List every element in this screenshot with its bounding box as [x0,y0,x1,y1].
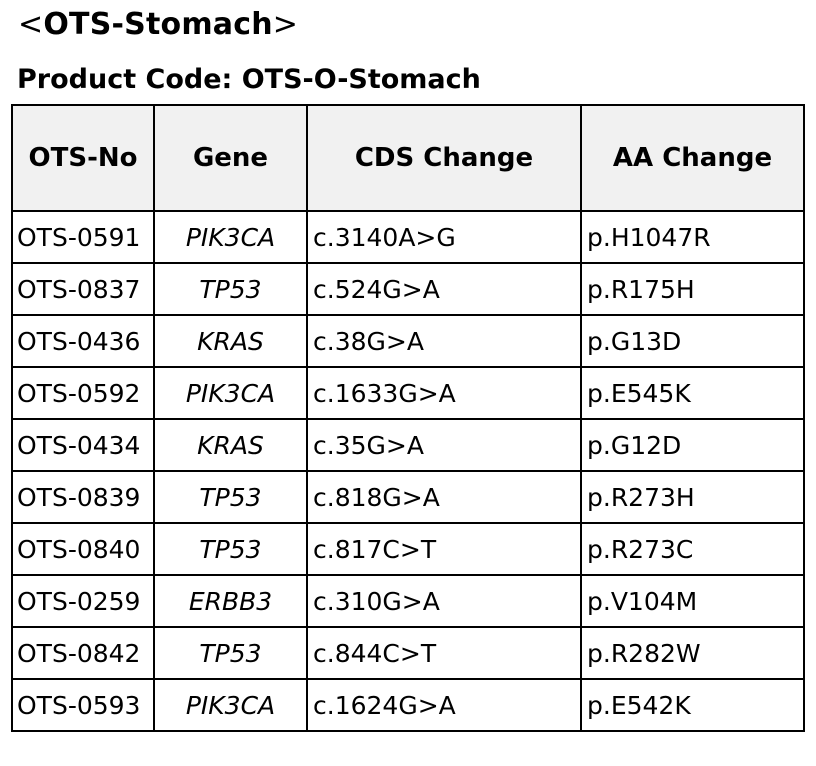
table-row: OTS-0592 PIK3CA c.1633G>A p.E545K [11,366,805,420]
table-row: OTS-0436 KRAS c.38G>A p.G13D [11,314,805,368]
mutation-table: OTS-No Gene CDS Change AA Change OTS-059… [11,104,805,732]
cell-ots-no: OTS-0593 [11,678,155,732]
cell-cds-change: c.818G>A [306,470,582,524]
column-header-cds-change: CDS Change [306,104,582,212]
cell-gene: TP53 [153,626,308,680]
column-header-gene: Gene [153,104,308,212]
cell-aa-change: p.V104M [580,574,805,628]
cell-gene: KRAS [153,418,308,472]
title-close-bracket: > [272,7,299,42]
cell-cds-change: c.817C>T [306,522,582,576]
cell-cds-change: c.3140A>G [306,210,582,264]
cell-cds-change: c.38G>A [306,314,582,368]
cell-aa-change: p.H1047R [580,210,805,264]
page-title: <OTS-Stomach> [18,4,298,46]
cell-gene: KRAS [153,314,308,368]
table-row: OTS-0434 KRAS c.35G>A p.G12D [11,418,805,472]
cell-gene: PIK3CA [153,210,308,264]
cell-aa-change: p.R273C [580,522,805,576]
table-row: OTS-0840 TP53 c.817C>T p.R273C [11,522,805,576]
cell-gene: ERBB3 [153,574,308,628]
table-row: OTS-0593 PIK3CA c.1624G>A p.E542K [11,678,805,732]
product-code-label: Product Code: OTS-O-Stomach [17,64,481,95]
table-row: OTS-0591 PIK3CA c.3140A>G p.H1047R [11,210,805,264]
cell-ots-no: OTS-0592 [11,366,155,420]
table-row: OTS-0842 TP53 c.844C>T p.R282W [11,626,805,680]
cell-gene: TP53 [153,522,308,576]
column-header-ots-no: OTS-No [11,104,155,212]
cell-ots-no: OTS-0842 [11,626,155,680]
cell-gene: PIK3CA [153,366,308,420]
cell-aa-change: p.E542K [580,678,805,732]
cell-cds-change: c.524G>A [306,262,582,316]
cell-ots-no: OTS-0259 [11,574,155,628]
title-text: OTS-Stomach [43,7,273,42]
cell-aa-change: p.G13D [580,314,805,368]
cell-aa-change: p.E545K [580,366,805,420]
cell-ots-no: OTS-0591 [11,210,155,264]
cell-cds-change: c.844C>T [306,626,582,680]
cell-gene: PIK3CA [153,678,308,732]
cell-aa-change: p.G12D [580,418,805,472]
column-header-aa-change: AA Change [580,104,805,212]
cell-cds-change: c.310G>A [306,574,582,628]
cell-ots-no: OTS-0839 [11,470,155,524]
cell-ots-no: OTS-0434 [11,418,155,472]
cell-aa-change: p.R175H [580,262,805,316]
cell-ots-no: OTS-0837 [11,262,155,316]
cell-aa-change: p.R282W [580,626,805,680]
cell-gene: TP53 [153,470,308,524]
cell-cds-change: c.35G>A [306,418,582,472]
table-row: OTS-0839 TP53 c.818G>A p.R273H [11,470,805,524]
cell-ots-no: OTS-0436 [11,314,155,368]
table-row: OTS-0837 TP53 c.524G>A p.R175H [11,262,805,316]
table-header-row: OTS-No Gene CDS Change AA Change [11,104,805,212]
cell-gene: TP53 [153,262,308,316]
table-row: OTS-0259 ERBB3 c.310G>A p.V104M [11,574,805,628]
cell-ots-no: OTS-0840 [11,522,155,576]
cell-cds-change: c.1633G>A [306,366,582,420]
title-open-bracket: < [18,7,44,42]
cell-cds-change: c.1624G>A [306,678,582,732]
cell-aa-change: p.R273H [580,470,805,524]
